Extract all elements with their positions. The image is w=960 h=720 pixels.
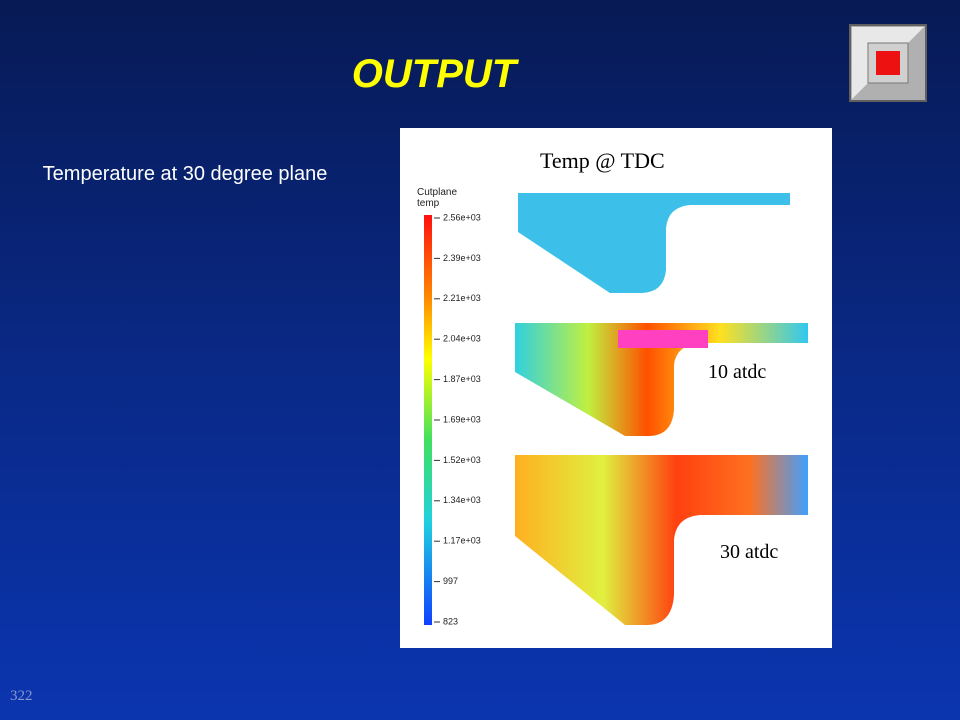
legend-label: 1.87e+03 [443, 374, 481, 384]
section-10-atdc [515, 323, 808, 436]
panel-label: 10 atdc [708, 361, 766, 383]
legend: 2.56e+03 2.39e+03 2.21e+03 2.04e+03 1.87e+03… [434, 212, 481, 626]
colorbar [424, 215, 432, 625]
panel-label: 30 atdc [720, 541, 778, 563]
legend-label: 2.04e+03 [443, 334, 481, 344]
hot-region [618, 330, 708, 348]
legend-label: 823 [443, 616, 458, 626]
slide-title: OUTPUT [351, 52, 517, 96]
caption: Temperature at 30 degree plane [42, 163, 328, 185]
legend-label: 2.21e+03 [443, 293, 481, 303]
legend-label: 2.56e+03 [443, 212, 481, 222]
legend-label: 1.69e+03 [443, 414, 481, 424]
legend-label: 1.17e+03 [443, 536, 481, 546]
section-tdc [518, 193, 790, 293]
stop-button[interactable] [849, 24, 927, 102]
page-number: 322 [10, 688, 33, 704]
legend-title: Cutplane temp [417, 187, 458, 209]
legend-label: 997 [443, 576, 458, 586]
legend-label: 1.34e+03 [443, 495, 481, 505]
section-30-atdc [515, 455, 808, 625]
figure-title: Temp @ TDC [540, 148, 665, 173]
legend-label: 2.39e+03 [443, 253, 481, 263]
legend-label: 1.52e+03 [443, 455, 481, 465]
